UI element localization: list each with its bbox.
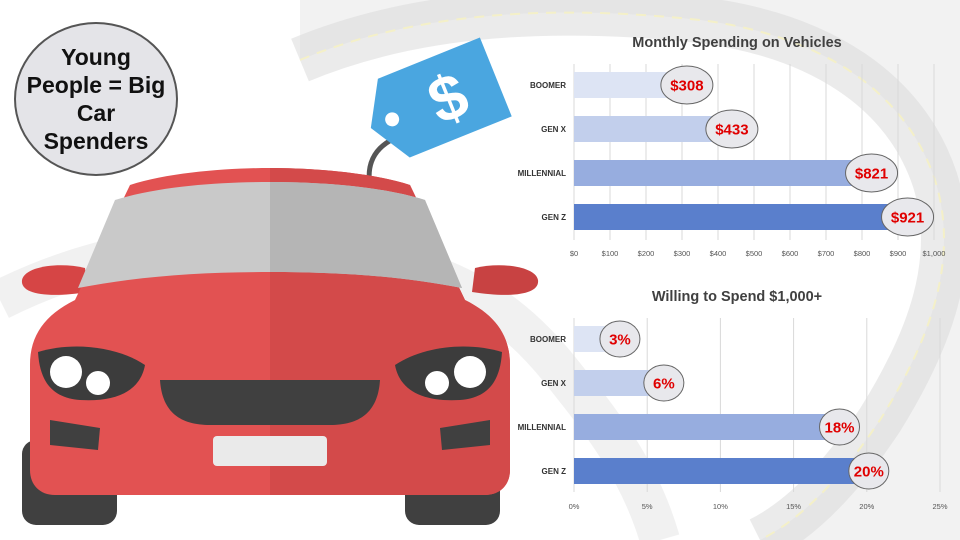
tick-label: $900 bbox=[890, 249, 907, 258]
value-label: $921 bbox=[891, 210, 924, 227]
tick-label: 10% bbox=[713, 502, 728, 511]
willing-to-spend-chart: Willing to Spend $1,000+ 0% 5% 10% 15% 20% 25%… bbox=[518, 289, 948, 511]
category-label: BOOMER bbox=[530, 335, 566, 344]
value-bubble bbox=[599, 320, 641, 358]
tick-label: $800 bbox=[854, 249, 871, 258]
tick-label: $400 bbox=[710, 249, 727, 258]
value-label: 20% bbox=[854, 464, 884, 481]
tick-label: $200 bbox=[638, 249, 655, 258]
chart-title: Monthly Spending on Vehicles bbox=[632, 35, 841, 51]
value-bubble bbox=[705, 109, 759, 149]
category-label: MILLENNIAL bbox=[518, 169, 567, 178]
tick-label: $100 bbox=[602, 249, 619, 258]
bar bbox=[574, 204, 906, 230]
value-label: 6% bbox=[653, 376, 675, 393]
tick-label: 15% bbox=[786, 502, 801, 511]
category-label: GEN X bbox=[541, 125, 567, 134]
value-bubble bbox=[848, 452, 890, 490]
tick-label: 5% bbox=[642, 502, 653, 511]
value-label: $433 bbox=[715, 122, 748, 139]
tick-label: $0 bbox=[570, 249, 578, 258]
category-label: GEN Z bbox=[542, 467, 567, 476]
headline-bubble: Young People = Big Car Spenders bbox=[14, 22, 178, 176]
value-bubble bbox=[845, 153, 899, 193]
value-label: 18% bbox=[825, 420, 855, 437]
tick-label: 25% bbox=[932, 502, 947, 511]
category-label: MILLENNIAL bbox=[518, 423, 567, 432]
tick-label: $600 bbox=[782, 249, 799, 258]
bar bbox=[574, 458, 867, 484]
value-bubble bbox=[881, 197, 935, 237]
tick-label: $700 bbox=[818, 249, 835, 258]
bar bbox=[574, 414, 838, 440]
tick-label: $300 bbox=[674, 249, 691, 258]
category-label: GEN X bbox=[541, 379, 567, 388]
car-illustration bbox=[21, 168, 539, 525]
monthly-spending-chart: Monthly Spending on Vehicles $0 $100 $200 $3… bbox=[518, 35, 946, 258]
bar bbox=[574, 116, 730, 142]
value-label: $308 bbox=[670, 78, 703, 95]
category-label: GEN Z bbox=[542, 213, 567, 222]
price-tag-icon: $ bbox=[366, 37, 512, 198]
value-bubble bbox=[643, 364, 685, 402]
tick-label: $1,000 bbox=[923, 249, 946, 258]
value-label: $821 bbox=[855, 166, 888, 183]
value-bubble bbox=[819, 408, 861, 446]
tick-label: $500 bbox=[746, 249, 763, 258]
tick-label: 20% bbox=[859, 502, 874, 511]
value-label: 3% bbox=[609, 332, 631, 349]
value-bubble bbox=[660, 65, 714, 105]
tick-label: 0% bbox=[569, 502, 580, 511]
bar bbox=[574, 160, 870, 186]
chart-title: Willing to Spend $1,000+ bbox=[652, 289, 822, 305]
category-label: BOOMER bbox=[530, 81, 566, 90]
headline-text: Young People = Big Car Spenders bbox=[26, 44, 166, 154]
